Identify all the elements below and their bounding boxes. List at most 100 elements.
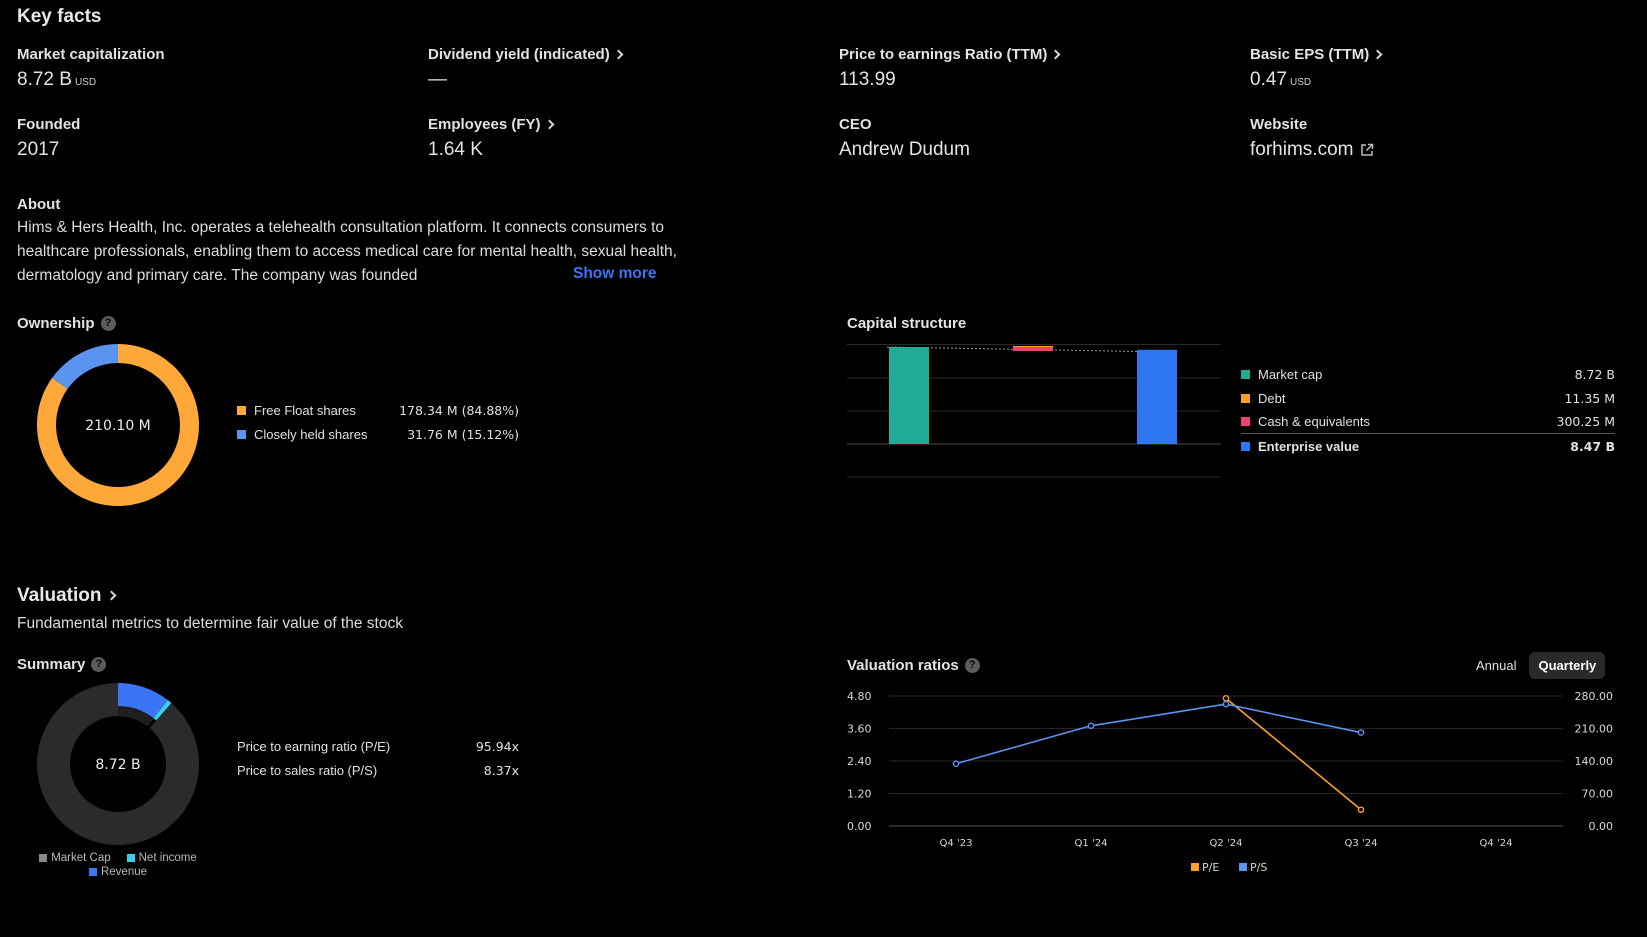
legend-swatch [237, 405, 246, 415]
capital-structure-title: Capital structure [847, 315, 967, 332]
kf-dividend-yield[interactable]: Dividend yield (indicated) — [428, 46, 624, 91]
about-block: Hims & Hers Health, Inc. operates a tele… [17, 216, 697, 288]
about-text: Hims & Hers Health, Inc. operates a tele… [17, 219, 677, 284]
ratio-row: Price to sales ratio (P/S) 8.37x [237, 758, 519, 782]
legend-name: Closely held shares [254, 426, 368, 442]
series-line-p-e [1225, 697, 1362, 811]
summary-ratios: Price to earning ratio (P/E) 95.94x Pric… [237, 734, 519, 782]
kf-value: 2017 [17, 139, 60, 160]
annual-toggle[interactable]: Annual [1476, 658, 1517, 673]
ownership-donut: 210.10 M [37, 344, 200, 506]
chevron-right-icon [1372, 49, 1383, 60]
cap-bar-cash[interactable] [1013, 347, 1053, 351]
y-right-tick: 280.00 [1575, 690, 1614, 703]
kf-value: — [428, 69, 447, 90]
legend-swatch [1241, 393, 1250, 403]
x-tick: Q4 '23 [940, 838, 973, 849]
website-text[interactable]: forhims.com [1250, 139, 1354, 160]
show-more-wrap: Show more [501, 265, 657, 287]
ownership-center-value: 210.10 M [85, 418, 151, 434]
summary-title-text: Summary [17, 656, 86, 673]
donut-slice-closely-held-shares[interactable] [52, 344, 118, 389]
legend-item: Market Cap [39, 852, 111, 864]
data-point[interactable] [1222, 695, 1230, 702]
kf-founded: Founded 2017 [17, 116, 80, 161]
y-left-tick: 1.20 [847, 788, 872, 801]
chevron-right-icon [613, 49, 624, 60]
kf-basic-eps[interactable]: Basic EPS (TTM) 0.47 USD [1250, 46, 1383, 91]
external-link-icon [1361, 143, 1374, 156]
legend-item: Net income [126, 852, 197, 864]
donut-slice-market-cap[interactable] [36, 683, 199, 845]
series-line-p-s [955, 703, 1362, 765]
legend-name: Debt [1258, 390, 1286, 406]
cap-bar-debt[interactable] [1013, 346, 1053, 347]
donut-slice-net-income[interactable] [153, 700, 172, 721]
kf-value: 0.47 USD [1250, 69, 1312, 90]
data-point[interactable] [1357, 806, 1365, 814]
valuation-ratios-title-text: Valuation ratios [847, 657, 959, 674]
kf-value: 1.64 K [428, 139, 483, 160]
legend-swatch [1241, 417, 1250, 426]
legend-value: 178.34 M (84.88%) [399, 402, 519, 418]
legend-swatch [237, 429, 246, 439]
kf-label: Market capitalization [17, 46, 165, 63]
legend-name: Revenue [100, 866, 148, 878]
quarterly-toggle[interactable]: Quarterly [1529, 652, 1606, 679]
help-icon[interactable]: ? [100, 316, 116, 331]
about-label: About [17, 196, 61, 213]
legend-value: 300.25 M [1556, 414, 1616, 429]
x-tick: Q2 '24 [1210, 838, 1243, 849]
summary-center-value: 8.72 B [95, 757, 140, 773]
data-point[interactable] [952, 760, 960, 768]
x-tick: Q1 '24 [1075, 838, 1108, 849]
legend-row: Enterprise value 8.47 B [1241, 434, 1615, 458]
legend-row: Debt 11.35 M [1241, 386, 1615, 410]
y-right-tick: 70.00 [1582, 788, 1614, 801]
key-facts-title: Key facts [17, 6, 102, 27]
data-point[interactable] [1222, 700, 1230, 708]
legend-value: 8.72 B [1574, 366, 1615, 382]
website-link[interactable]: forhims.com [1250, 139, 1374, 161]
legend-name: Enterprise value [1258, 438, 1360, 454]
kf-market-cap: Market capitalization 8.72 B USD [17, 46, 165, 91]
chevron-right-icon [1050, 49, 1061, 60]
ownership-title-text: Ownership [17, 315, 95, 332]
data-point[interactable] [1087, 722, 1095, 730]
kf-label-link[interactable]: Price to earnings Ratio (TTM) [839, 46, 1048, 63]
legend-swatch [126, 854, 135, 862]
legend-row: Free Float shares 178.34 M (84.88%) [237, 398, 519, 422]
legend-value: 8.47 B [1570, 438, 1615, 454]
ownership-title: Ownership ? [17, 315, 116, 332]
x-tick: Q3 '24 [1345, 838, 1378, 849]
valuation-subtitle: Fundamental metrics to determine fair va… [17, 615, 403, 632]
kf-value: 8.72 B USD [17, 69, 97, 90]
valuation-header[interactable]: Valuation [17, 585, 117, 607]
show-more-button[interactable]: Show more [569, 265, 657, 283]
capital-legend: Market cap 8.72 B Debt 11.35 M Cash & eq… [1241, 362, 1615, 458]
legend-swatch [1191, 863, 1199, 871]
kf-label: Website [1250, 116, 1308, 133]
legend-value: 31.76 M (15.12%) [407, 426, 519, 442]
capital-structure-chart [847, 344, 1221, 478]
cap-bar-enterprise-value[interactable] [1137, 349, 1177, 444]
kf-label-link[interactable]: Basic EPS (TTM) [1250, 46, 1370, 63]
ratio-name: Price to earning ratio (P/E) [237, 738, 391, 754]
ratio-name: Price to sales ratio (P/S) [237, 762, 378, 778]
valuation-title[interactable]: Valuation [17, 585, 102, 606]
help-icon[interactable]: ? [964, 658, 980, 673]
legend-row: Closely held shares 31.76 M (15.12%) [237, 422, 519, 446]
cap-bar-market-cap[interactable] [889, 347, 929, 444]
kf-label-link[interactable]: Employees (FY) [428, 116, 541, 133]
legend-name: Cash & equivalents [1258, 414, 1371, 429]
y-left-tick: 4.80 [847, 690, 872, 703]
kf-label-link[interactable]: Dividend yield (indicated) [428, 46, 610, 63]
kf-pe-ratio[interactable]: Price to earnings Ratio (TTM) 113.99 [839, 46, 1061, 91]
ratio-value: 8.37x [483, 762, 519, 778]
y-left-tick: 2.40 [847, 755, 872, 768]
data-point[interactable] [1357, 729, 1365, 736]
kf-employees[interactable]: Employees (FY) 1.64 K [428, 116, 554, 161]
summary-title: Summary ? [17, 656, 107, 673]
legend-item: Revenue [88, 866, 148, 878]
help-icon[interactable]: ? [91, 657, 107, 672]
